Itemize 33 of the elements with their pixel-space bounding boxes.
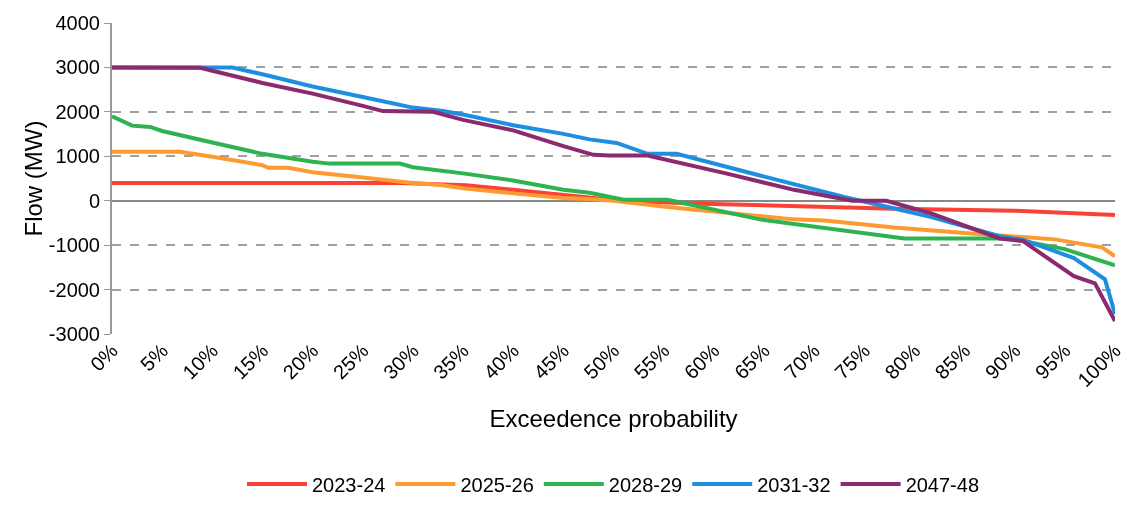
x-tick-label: 35% (429, 339, 474, 384)
x-tick-label: 90% (980, 339, 1025, 384)
x-tick-label: 95% (1030, 339, 1075, 384)
legend-label: 2047-48 (905, 473, 980, 496)
x-tick-label: 10% (178, 339, 223, 384)
legend-label: 2023-24 (312, 473, 386, 496)
x-tick-label: 30% (378, 339, 423, 384)
x-tick-label: 45% (529, 339, 574, 384)
y-tick-label: 3000 (55, 56, 100, 79)
x-tick-label: 65% (729, 339, 774, 384)
y-tick-label: 4000 (55, 12, 100, 34)
x-tick-label: 5% (136, 339, 173, 376)
y-tick-label: 2000 (55, 100, 100, 123)
y-tick-label: -1000 (48, 234, 100, 257)
y-tick-label: 0 (88, 189, 100, 212)
x-tick-label: 50% (579, 339, 624, 384)
x-tick-label: 80% (880, 339, 925, 384)
x-tick-label: 55% (629, 339, 674, 384)
legend-label: 2028-29 (608, 473, 683, 496)
legend-label: 2025-26 (460, 473, 534, 496)
x-tick-label: 85% (930, 339, 975, 384)
legend-label: 2031-32 (757, 473, 831, 496)
x-axis-title: Exceedence probability (489, 405, 738, 433)
x-tick-label: 40% (479, 339, 524, 384)
y-tick-label: 1000 (55, 145, 100, 168)
line-series (112, 149, 1115, 259)
x-tick-label: 70% (780, 339, 825, 384)
y-axis-title: Flow (MW) (19, 120, 47, 237)
y-tick-label: -2000 (48, 278, 100, 301)
x-tick-label: 75% (830, 339, 875, 384)
line-series (112, 114, 1115, 268)
y-tick-label: -3000 (48, 323, 100, 345)
x-tick-label: 60% (679, 339, 724, 384)
